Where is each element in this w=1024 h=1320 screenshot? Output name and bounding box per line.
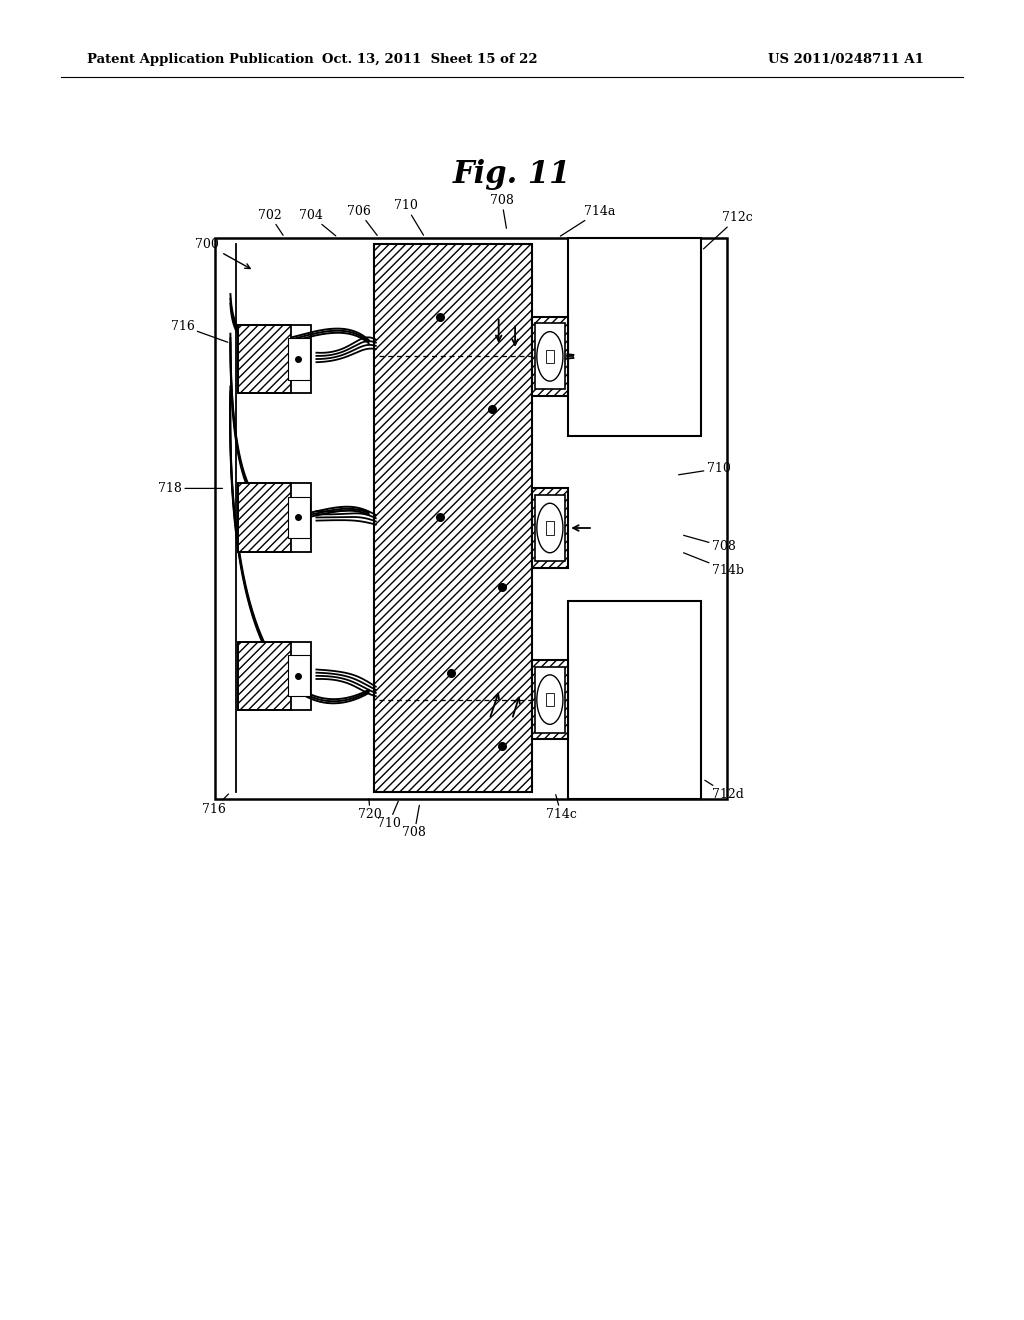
Text: 720: 720 [358,799,382,821]
Bar [568,601,701,799]
Bar [532,317,568,396]
Bar [546,693,554,706]
Text: 708: 708 [402,805,426,840]
Bar [546,521,554,535]
Bar [535,323,565,389]
Bar [238,325,311,393]
Bar [532,488,568,568]
Text: 714b: 714b [684,553,743,577]
Text: 700: 700 [195,238,250,268]
Text: 718: 718 [159,482,222,495]
Text: 712c: 712c [703,211,753,249]
Bar [215,238,727,799]
Bar [238,642,311,710]
Ellipse shape [537,331,563,381]
Bar [288,338,310,380]
Ellipse shape [537,503,563,553]
Text: 716: 716 [171,319,227,342]
Text: 710: 710 [679,462,730,475]
Text: 706: 706 [347,205,377,235]
Text: 710: 710 [394,199,424,235]
Text: 708: 708 [684,536,735,553]
Bar [546,350,554,363]
Bar [238,642,291,710]
Text: Patent Application Publication: Patent Application Publication [87,53,313,66]
Text: US 2011/0248711 A1: US 2011/0248711 A1 [768,53,924,66]
Bar [288,655,310,697]
Bar [568,238,701,436]
Text: Fig. 11: Fig. 11 [453,158,571,190]
Bar [535,667,565,733]
Bar [374,244,532,792]
Bar [532,660,568,739]
Text: 712d: 712d [705,780,743,801]
Text: 710: 710 [377,801,400,830]
Text: Oct. 13, 2011  Sheet 15 of 22: Oct. 13, 2011 Sheet 15 of 22 [323,53,538,66]
Text: 714a: 714a [560,205,615,236]
Bar [238,483,311,552]
Text: 708: 708 [489,194,514,228]
Bar [238,325,291,393]
Text: 704: 704 [299,209,336,236]
Bar [535,495,565,561]
Text: 716: 716 [202,795,228,816]
Bar [238,483,291,552]
Text: 702: 702 [258,209,283,235]
Ellipse shape [537,675,563,725]
Text: 714c: 714c [546,795,577,821]
Bar [288,496,310,539]
